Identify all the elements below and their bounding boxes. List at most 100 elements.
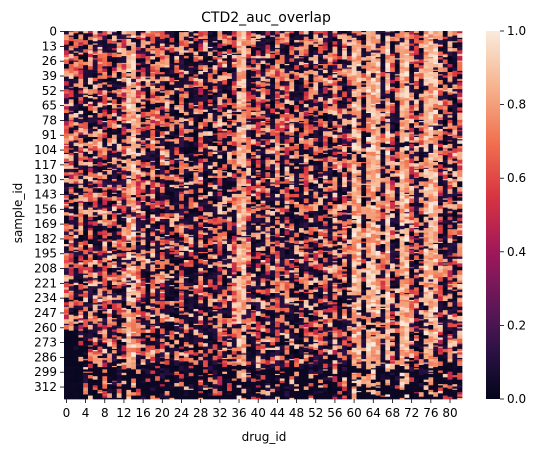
heatmap-cell (146, 160, 151, 163)
heatmap-cell (93, 56, 98, 59)
heatmap-cell (150, 221, 155, 224)
heatmap-cell (78, 206, 83, 209)
heatmap-cell (241, 88, 246, 93)
heatmap-cell (193, 229, 198, 233)
heatmap-cell (83, 85, 88, 88)
heatmap-cell (131, 281, 136, 284)
heatmap-cell (93, 310, 98, 313)
heatmap-cell (141, 363, 146, 366)
heatmap-cell (189, 85, 194, 89)
heatmap-cell (155, 33, 160, 37)
heatmap-cell (88, 325, 93, 330)
heatmap-cell (136, 205, 141, 209)
heatmap-cell (107, 275, 112, 278)
heatmap-cell (93, 265, 98, 270)
heatmap-cell (217, 396, 222, 400)
heatmap-cell (169, 398, 174, 399)
heatmap-cell (227, 126, 232, 129)
heatmap-cell (112, 265, 117, 269)
heatmap-cell (169, 351, 174, 355)
heatmap-cell (107, 71, 112, 76)
heatmap-cell (88, 323, 93, 326)
heatmap-cell (246, 82, 251, 87)
heatmap-cell (141, 228, 146, 232)
heatmap-cell (141, 129, 146, 132)
heatmap-cell (155, 101, 160, 104)
heatmap-cell (122, 127, 127, 132)
heatmap-cell (232, 270, 237, 273)
heatmap-cell (179, 179, 184, 182)
heatmap-cell (150, 138, 155, 141)
heatmap-cell (136, 77, 141, 80)
heatmap-cell (165, 69, 170, 74)
heatmap-cell (179, 221, 184, 224)
heatmap-cell (232, 262, 237, 266)
heatmap-cell (78, 34, 83, 39)
heatmap-cell (126, 232, 131, 236)
heatmap-cell (208, 91, 213, 94)
heatmap-cell (126, 195, 131, 199)
heatmap-cell (117, 170, 122, 173)
heatmap-cell (208, 142, 213, 145)
heatmap-cell (150, 177, 155, 181)
heatmap-cell (217, 233, 222, 238)
heatmap-cell (217, 246, 222, 251)
heatmap-cell (160, 67, 165, 72)
heatmap-cell (93, 241, 98, 245)
heatmap-cell (126, 384, 131, 389)
heatmap-cell (107, 389, 112, 394)
heatmap-cell (126, 247, 131, 251)
heatmap-cell (136, 300, 141, 303)
heatmap-cell (165, 154, 170, 157)
heatmap-cell (184, 309, 189, 312)
heatmap-cell (126, 110, 131, 113)
heatmap-cell (227, 145, 232, 149)
heatmap-cell (213, 299, 218, 303)
heatmap-cell (122, 114, 127, 118)
heatmap-cell (203, 106, 208, 110)
heatmap-cell (184, 214, 189, 218)
heatmap-cell (241, 102, 246, 105)
heatmap-cell (126, 368, 131, 372)
heatmap-cell (217, 147, 222, 151)
heatmap-cell (193, 398, 198, 399)
heatmap-cell (83, 333, 88, 337)
heatmap-cell (83, 184, 88, 188)
heatmap-cell (232, 99, 237, 103)
heatmap-cell (208, 110, 213, 114)
heatmap-cell (169, 113, 174, 117)
heatmap-cell (237, 83, 242, 86)
heatmap-cell (184, 333, 189, 338)
heatmap-cell (69, 366, 74, 371)
heatmap-cell (184, 300, 189, 305)
heatmap-cell (160, 261, 165, 266)
heatmap-cell (83, 267, 88, 271)
heatmap-cell (208, 78, 213, 83)
heatmap-cell (184, 292, 189, 295)
heatmap-cell (88, 198, 93, 201)
heatmap-cell (136, 39, 141, 44)
heatmap-cell (174, 378, 179, 381)
heatmap-cell (213, 83, 218, 86)
heatmap-cell (189, 121, 194, 126)
heatmap-cell (112, 44, 117, 49)
heatmap-cell (83, 394, 88, 397)
heatmap-cell (169, 187, 174, 192)
heatmap-cell (107, 34, 112, 39)
heatmap-cell (69, 348, 74, 351)
heatmap-cell (112, 211, 117, 214)
heatmap-cell (112, 157, 117, 160)
heatmap-cell (198, 234, 203, 239)
heatmap-cell (179, 82, 184, 87)
heatmap-cell (102, 384, 107, 389)
heatmap-cell (246, 99, 251, 102)
heatmap-cell (174, 213, 179, 217)
heatmap-cell (213, 167, 218, 171)
heatmap-cell (198, 276, 203, 281)
heatmap-cell (112, 175, 117, 180)
heatmap-cell (88, 202, 93, 206)
heatmap-cell (102, 301, 107, 304)
heatmap-cell (146, 339, 151, 342)
heatmap-cell (102, 98, 107, 103)
heatmap-cell (169, 335, 174, 340)
